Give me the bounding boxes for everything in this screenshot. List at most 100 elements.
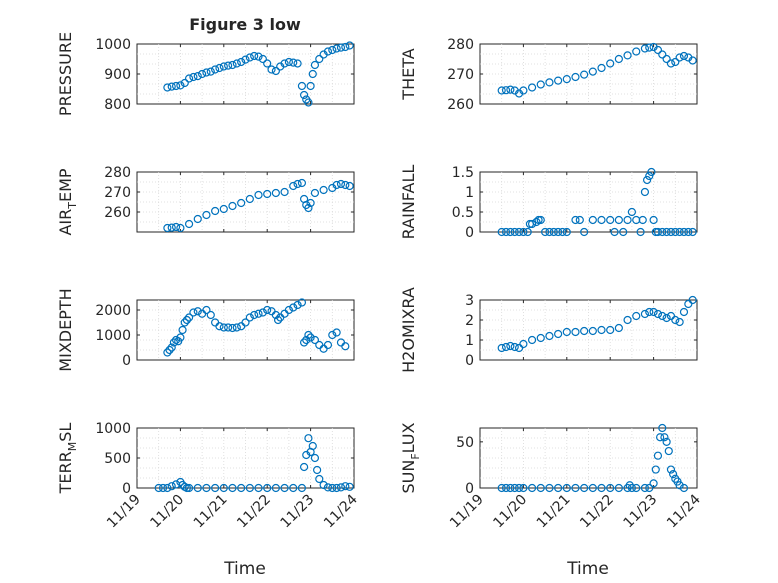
data-point (289, 181, 298, 191)
data-point (304, 330, 313, 340)
data-point (167, 343, 176, 352)
data-point (534, 215, 543, 225)
x-tick-label: 11/22 (234, 492, 274, 532)
y-axis-label-sub: M (66, 442, 79, 452)
data-point (297, 178, 307, 188)
y-tick-label: 2 (465, 313, 474, 329)
data-point (679, 227, 689, 237)
data-point (506, 483, 515, 493)
data-point (571, 327, 580, 337)
data-point (549, 227, 558, 237)
data-point (545, 331, 554, 341)
data-point (688, 295, 697, 305)
data-point (189, 308, 198, 317)
data-point (597, 483, 606, 493)
y-tick-label: 1 (465, 185, 474, 201)
data-point (310, 60, 320, 70)
data-point (632, 311, 641, 321)
data-point (193, 307, 202, 316)
y-axis-label-main: SUN (399, 460, 418, 494)
y-axis-label-suffix: EMP (56, 168, 75, 202)
data-point (284, 305, 293, 315)
data-point (636, 227, 645, 237)
data-point (545, 227, 554, 237)
data-point (642, 175, 652, 185)
data-point (232, 59, 241, 68)
data-point (597, 215, 606, 225)
data-point (254, 483, 263, 493)
data-point (237, 483, 246, 493)
data-point (304, 434, 313, 443)
data-point (588, 215, 597, 225)
data-point (171, 222, 181, 232)
data-point (323, 340, 333, 350)
data-point (336, 43, 346, 52)
data-point (182, 315, 192, 325)
data-point (245, 53, 254, 62)
data-point (588, 326, 597, 336)
data-point (332, 180, 341, 190)
y-tick-label: 0 (465, 353, 474, 369)
x-tick-label: 11/23 (278, 492, 318, 532)
data-point (575, 215, 584, 225)
data-point (562, 74, 571, 84)
y-axis-label-sub: T (66, 202, 79, 210)
data-point (527, 83, 537, 92)
data-point (273, 315, 283, 325)
y-tick-label: 1.5 (452, 165, 474, 181)
data-point (202, 305, 211, 315)
data-point (536, 333, 545, 343)
data-point (666, 227, 676, 237)
data-point (258, 308, 267, 317)
data-point (632, 483, 641, 493)
data-point (299, 338, 309, 347)
data-point (237, 57, 246, 67)
data-point (228, 483, 237, 493)
series-markers (163, 178, 354, 233)
data-point (306, 81, 315, 91)
data-point (245, 194, 254, 204)
data-point (669, 470, 678, 479)
y-tick-label: 500 (104, 451, 131, 467)
data-point (219, 62, 228, 71)
data-point (315, 474, 324, 484)
data-point (510, 342, 519, 352)
data-point (514, 483, 524, 493)
y-tick-label: 900 (104, 67, 131, 83)
data-point (619, 227, 628, 237)
data-point (163, 83, 172, 92)
data-point (679, 307, 689, 317)
data-point (662, 313, 671, 323)
data-point (280, 483, 289, 493)
data-point (293, 300, 302, 310)
data-point (527, 219, 537, 229)
data-point (653, 227, 663, 237)
data-point (323, 483, 333, 492)
data-point (219, 323, 228, 332)
data-point (345, 181, 354, 191)
data-point (302, 335, 311, 345)
y-tick-label: 0 (122, 481, 131, 497)
data-point (623, 51, 632, 60)
y-tick-label: 1000 (95, 328, 131, 344)
y-axis-label-sub: F (409, 453, 422, 459)
data-point (184, 313, 194, 322)
data-point (658, 311, 667, 321)
data-point (653, 45, 663, 55)
data-point (536, 215, 545, 225)
data-point (193, 71, 202, 81)
data-point (319, 480, 328, 490)
data-point (527, 335, 537, 345)
data-point (519, 86, 528, 95)
data-point (675, 227, 684, 237)
data-point (299, 462, 309, 472)
data-point (202, 68, 211, 77)
y-tick-label: 1000 (95, 421, 131, 437)
data-point (588, 483, 597, 493)
data-point (545, 483, 554, 493)
subplot-1: 800 900 1000 PRESSURE (56, 32, 355, 116)
data-point (228, 201, 237, 211)
figure-title: Figure 3 low (189, 15, 301, 34)
data-point (182, 483, 192, 493)
data-point (263, 305, 272, 315)
